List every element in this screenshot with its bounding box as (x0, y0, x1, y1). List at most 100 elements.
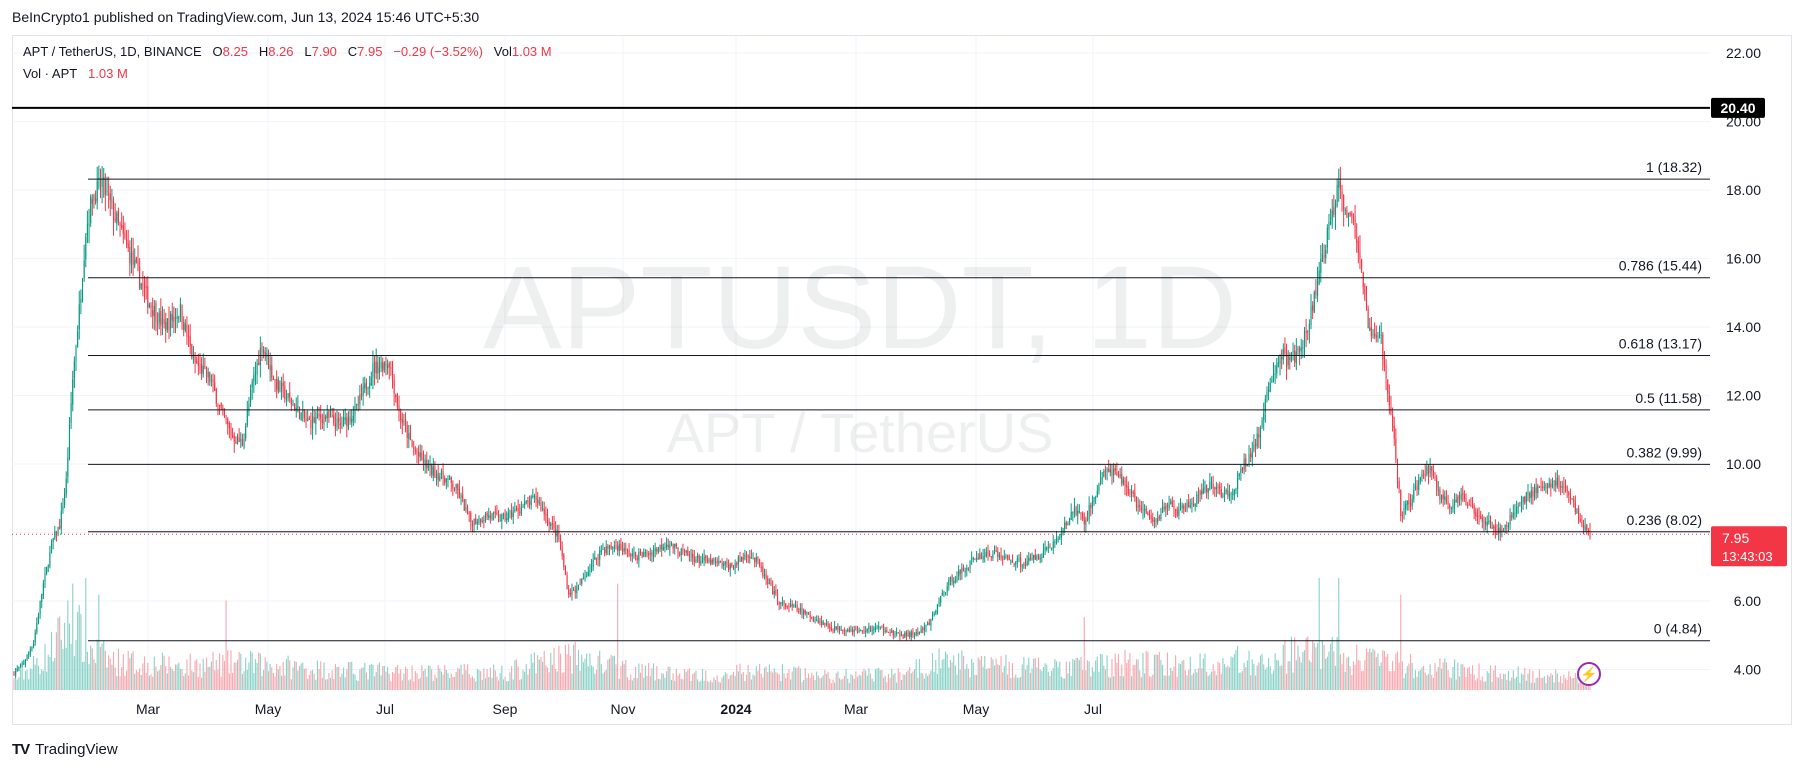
candle-body (377, 362, 379, 374)
volume-bar (816, 671, 818, 690)
candle-body (1034, 554, 1036, 560)
volume-bar (1496, 677, 1498, 690)
volume-bar (672, 673, 674, 690)
volume-bar (679, 673, 681, 690)
volume-bar (444, 665, 446, 690)
candle-body (517, 508, 519, 512)
candle-body (429, 463, 431, 467)
volume-bar (1553, 682, 1555, 690)
volume-bar (545, 665, 547, 690)
volume-bar (1147, 652, 1149, 690)
candle-body (370, 376, 372, 386)
candle-body (435, 474, 438, 479)
volume-bar (559, 653, 562, 690)
candle-body (1498, 527, 1500, 534)
candle-body (101, 179, 103, 187)
volume-bar (483, 668, 485, 690)
legend-close-label: C (347, 44, 358, 59)
candle-body (713, 558, 715, 562)
volume-bar (1321, 640, 1324, 690)
candle-body (1421, 474, 1423, 478)
candle-body (944, 592, 947, 594)
candle-body (626, 550, 629, 552)
volume-bar (326, 679, 328, 690)
candle-body (581, 578, 583, 584)
candle-body (822, 622, 824, 625)
volume-bar (1297, 645, 1299, 690)
candle-body (1238, 473, 1240, 477)
volume-bar (1235, 649, 1237, 690)
volume-bar (470, 677, 472, 690)
candle-body (36, 622, 38, 633)
price-tick: 10.00 (1726, 456, 1761, 472)
candle-body (1405, 504, 1407, 510)
candle-body (194, 354, 196, 363)
volume-bar (302, 662, 304, 690)
candle-body (1473, 506, 1475, 513)
volume-bar (693, 672, 695, 690)
candle-body (311, 416, 314, 430)
candle-body (493, 512, 495, 514)
candle-body (1209, 481, 1211, 490)
candle-body (297, 405, 299, 409)
volume-bar (307, 678, 309, 690)
legend-low-label: L (304, 44, 312, 59)
volume-bar (1126, 663, 1128, 690)
volume-legend-label[interactable]: Vol · APT (23, 66, 78, 81)
candle-body (1237, 477, 1239, 490)
volume-bar (1289, 661, 1291, 690)
volume-bar (1037, 657, 1040, 690)
candle-body (520, 507, 522, 514)
candle-body (772, 586, 774, 595)
volume-bar (256, 662, 258, 690)
candle-body (979, 553, 981, 559)
candle-body (837, 625, 839, 630)
legend-symbol[interactable]: APT / TetherUS, 1D, BINANCE (23, 44, 202, 59)
volume-bar (493, 664, 495, 690)
candle-body (68, 424, 71, 459)
volume-bar (1380, 662, 1382, 690)
volume-bar (287, 655, 289, 690)
candle-body (852, 629, 854, 633)
volume-bar (912, 671, 914, 690)
candle-body (586, 576, 588, 578)
volume-bar (1054, 659, 1056, 690)
volume-bar (582, 662, 584, 690)
volume-bar (41, 669, 43, 690)
volume-bar (108, 655, 110, 690)
volume-bar (1245, 667, 1247, 690)
candle-body (732, 567, 735, 569)
tradingview-brand[interactable]: TV TradingView (12, 741, 118, 758)
candle-body (59, 526, 61, 530)
candle-body (81, 279, 84, 301)
candle-body (313, 417, 315, 423)
bolt-icon[interactable]: ⚡ (1577, 662, 1601, 686)
candle-body (1423, 475, 1425, 477)
volume-bar (589, 653, 591, 690)
volume-bar (83, 661, 85, 690)
candle-body (1047, 547, 1049, 549)
volume-bar (370, 663, 372, 690)
candle-body (349, 417, 351, 422)
candle-body (166, 318, 168, 330)
volume-bar (28, 679, 30, 690)
candle-body (860, 630, 862, 632)
candle-body (538, 502, 540, 504)
candle-body (545, 514, 547, 516)
volume-bar (1395, 653, 1397, 690)
volume-bar (1008, 661, 1010, 690)
volume-bar (1387, 654, 1389, 690)
volume-bar (341, 673, 343, 690)
volume-bar (620, 666, 622, 690)
volume-bar (705, 670, 707, 690)
candle-body (548, 521, 550, 525)
candle-body (887, 632, 890, 634)
candle-body (302, 410, 304, 412)
candle-body (401, 419, 403, 423)
candle-body (1525, 492, 1527, 503)
volume-bar (677, 675, 679, 690)
volume-bar (869, 673, 872, 690)
candle-body (683, 551, 686, 553)
volume-bar (135, 669, 137, 690)
